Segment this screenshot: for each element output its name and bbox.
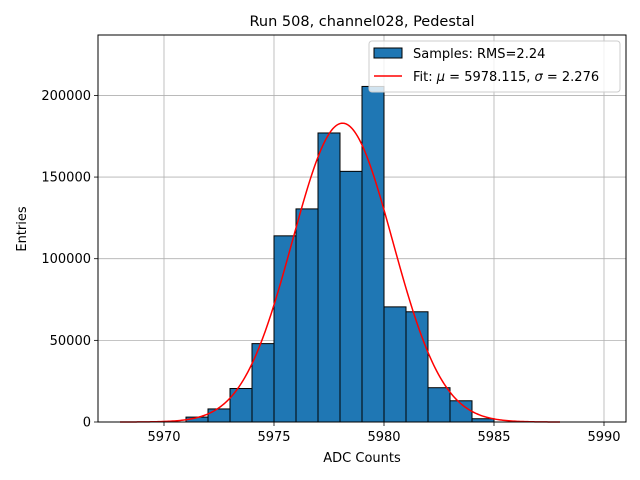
x-axis-ticks: 5970 5975 5980 5985 5990 (147, 422, 621, 445)
x-tick-label: 5970 (147, 430, 180, 445)
histogram-bar (273, 235, 297, 423)
y-axis-label: Entries (15, 206, 30, 252)
x-tick-label: 5985 (477, 430, 510, 445)
legend-fit-mu-value: = 5978.115, (445, 70, 534, 85)
y-tick-label: 0 (83, 416, 91, 431)
histogram-bar (317, 132, 341, 423)
y-axis-ticks: 0 50000 100000 150000 200000 (41, 89, 98, 431)
x-axis-label: ADC Counts (323, 451, 401, 466)
histogram-bar (295, 208, 319, 423)
histogram-bar (207, 408, 231, 423)
y-tick-label: 50000 (50, 334, 91, 349)
histogram-bars (185, 85, 495, 423)
chart-title: Run 508, channel028, Pedestal (249, 14, 474, 30)
x-tick-label: 5990 (587, 430, 620, 445)
y-tick-label: 150000 (41, 171, 91, 186)
gaussian-fit-curve (120, 122, 561, 423)
legend-fit-mu-symbol: μ (436, 70, 445, 85)
legend-fit-label: Fit: μ = 5978.115, σ = 2.276 (413, 70, 599, 85)
y-tick-label: 100000 (41, 252, 91, 267)
histogram-bar (427, 387, 451, 423)
x-tick-label: 5975 (257, 430, 290, 445)
legend-box (368, 40, 621, 93)
legend-histogram-swatch (373, 47, 403, 59)
histogram-bar (383, 306, 407, 423)
legend: Samples: RMS=2.24 Fit: μ = 5978.115, σ =… (368, 40, 621, 93)
axes-frame (97, 34, 627, 423)
legend-fit-prefix: Fit: (413, 70, 437, 85)
y-tick-label: 200000 (41, 89, 91, 104)
histogram-bar (405, 311, 429, 423)
x-tick-label: 5980 (367, 430, 400, 445)
legend-fit-sigma-symbol: σ (535, 70, 544, 85)
legend-fit-sigma-value: = 2.276 (543, 70, 599, 85)
histogram-bar (339, 170, 363, 423)
histogram-bar (361, 85, 385, 423)
legend-histogram-label: Samples: RMS=2.24 (413, 47, 545, 62)
